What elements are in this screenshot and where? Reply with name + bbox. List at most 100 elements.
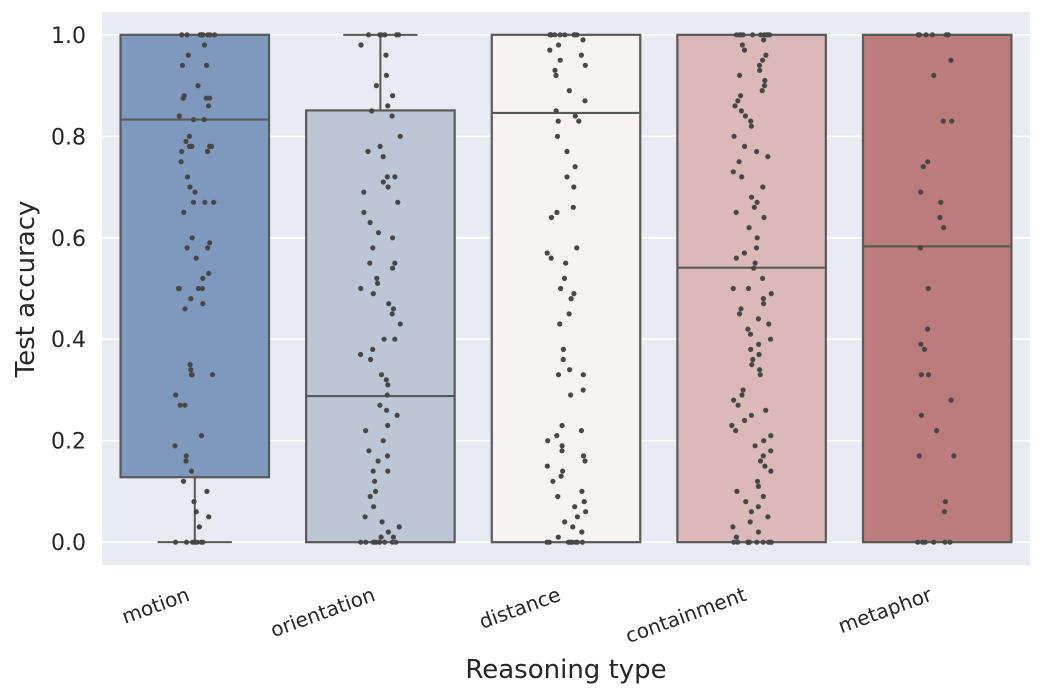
strip-points — [172, 32, 957, 545]
strip-point — [765, 154, 771, 160]
strip-point — [368, 356, 374, 363]
strip-point — [738, 108, 745, 114]
strip-point — [358, 285, 364, 292]
strip-point — [563, 260, 569, 266]
strip-point — [181, 209, 187, 215]
strip-point — [188, 468, 195, 474]
strip-point — [757, 372, 763, 378]
strip-point — [768, 539, 774, 545]
strip-point — [748, 346, 754, 352]
strip-point — [766, 321, 772, 327]
strip-point — [940, 118, 946, 124]
strip-point — [580, 387, 586, 393]
strip-point — [385, 382, 391, 388]
strip-point — [206, 514, 212, 520]
strip-point — [925, 285, 931, 292]
strip-point — [580, 37, 586, 43]
strip-point — [733, 534, 740, 540]
strip-point — [377, 402, 383, 408]
strip-point — [394, 32, 400, 38]
strip-point — [557, 32, 563, 38]
strip-point — [177, 402, 183, 408]
strip-point — [736, 159, 742, 165]
strip-point — [192, 189, 198, 195]
strip-point — [183, 138, 189, 144]
x-tick-label: containment — [622, 582, 749, 648]
strip-point — [762, 463, 768, 469]
strip-point — [751, 265, 757, 271]
strip-point — [361, 209, 367, 215]
strip-point — [559, 448, 565, 454]
strip-point — [555, 42, 562, 48]
strip-point — [571, 32, 577, 38]
strip-point — [925, 159, 931, 165]
strip-point — [198, 539, 204, 545]
strip-point — [949, 118, 955, 124]
strip-point — [365, 148, 371, 155]
strip-point — [582, 458, 588, 464]
strip-point — [562, 519, 568, 525]
strip-point — [361, 189, 367, 195]
strip-point — [179, 32, 185, 38]
strip-point — [768, 468, 774, 474]
strip-point — [191, 117, 197, 123]
strip-point — [748, 412, 755, 418]
strip-point — [389, 113, 395, 119]
strip-point — [582, 98, 588, 104]
strip-point — [768, 291, 774, 297]
strip-point — [180, 95, 186, 101]
strip-point — [372, 478, 378, 484]
strip-point — [925, 326, 931, 332]
strip-point — [375, 458, 381, 464]
strip-point — [385, 184, 391, 190]
strip-point — [749, 362, 755, 368]
strip-point — [579, 529, 585, 535]
strip-point — [735, 539, 741, 545]
strip-point — [172, 443, 178, 449]
strip-point — [738, 93, 744, 99]
strip-point — [370, 245, 376, 251]
strip-point — [184, 245, 190, 251]
strip-point — [564, 148, 570, 155]
strip-point — [173, 392, 179, 398]
strip-point — [189, 372, 195, 378]
strip-point — [545, 438, 551, 444]
strip-point — [752, 260, 758, 266]
strip-point — [760, 275, 766, 281]
box-distance — [490, 33, 642, 544]
strip-point — [205, 245, 211, 251]
strip-point — [736, 311, 743, 317]
strip-point — [732, 103, 738, 109]
y-tick-label: 0.6 — [51, 227, 86, 252]
strip-point — [397, 133, 403, 139]
strip-point — [374, 275, 380, 281]
strip-point — [734, 488, 740, 494]
strip-point — [572, 164, 578, 170]
strip-point — [731, 133, 737, 139]
strip-point — [751, 204, 758, 210]
y-tick-label: 0.4 — [51, 328, 86, 353]
strip-point — [196, 524, 202, 530]
strip-point — [742, 417, 748, 423]
strip-point — [916, 453, 922, 459]
box-motion — [119, 33, 271, 544]
strip-point — [550, 478, 556, 484]
strip-point — [583, 509, 589, 515]
strip-point — [923, 32, 929, 38]
strip-point — [733, 255, 739, 261]
strip-point — [574, 245, 580, 251]
strip-point — [367, 493, 373, 500]
strip-point — [738, 306, 744, 312]
strip-point — [190, 199, 197, 205]
strip-point — [544, 539, 550, 545]
strip-point — [183, 539, 190, 545]
strip-point — [730, 169, 736, 175]
strip-point — [358, 42, 364, 48]
strip-point — [729, 422, 735, 429]
strip-point — [187, 362, 193, 368]
strip-point — [580, 453, 587, 459]
strip-point — [554, 133, 561, 139]
strip-point — [179, 62, 186, 68]
strip-point — [193, 255, 199, 261]
